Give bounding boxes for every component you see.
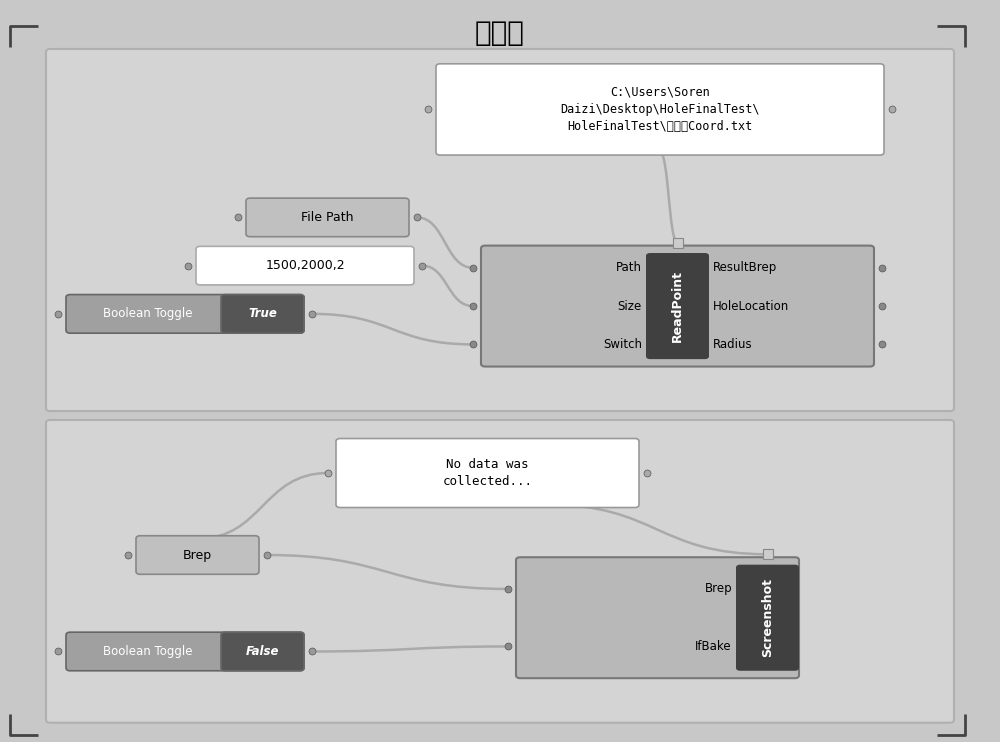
Text: ReadPoint: ReadPoint (671, 270, 684, 342)
FancyBboxPatch shape (436, 64, 884, 155)
Text: Switch: Switch (603, 338, 642, 351)
FancyBboxPatch shape (481, 246, 874, 367)
Text: Boolean Toggle: Boolean Toggle (103, 645, 192, 658)
Text: 连接图: 连接图 (475, 19, 525, 47)
FancyBboxPatch shape (736, 565, 799, 671)
Text: Radius: Radius (713, 338, 753, 351)
FancyBboxPatch shape (516, 557, 799, 678)
FancyBboxPatch shape (336, 439, 639, 508)
Text: IfBake: IfBake (695, 640, 732, 653)
FancyBboxPatch shape (646, 253, 709, 359)
Text: File Path: File Path (301, 211, 354, 224)
FancyBboxPatch shape (66, 295, 304, 333)
FancyBboxPatch shape (221, 632, 304, 671)
Text: Screenshot: Screenshot (761, 578, 774, 657)
Text: ResultBrep: ResultBrep (713, 261, 777, 275)
Text: C:\Users\Soren
Daizi\Desktop\HoleFinalTest\
HoleFinalTest\广州塔Coord.txt: C:\Users\Soren Daizi\Desktop\HoleFinalTe… (560, 86, 760, 133)
FancyBboxPatch shape (66, 632, 304, 671)
Text: Brep: Brep (704, 582, 732, 596)
Text: 1500,2000,2: 1500,2000,2 (265, 259, 345, 272)
FancyBboxPatch shape (46, 420, 954, 723)
Text: True: True (248, 307, 277, 321)
Text: Boolean Toggle: Boolean Toggle (103, 307, 192, 321)
FancyBboxPatch shape (246, 198, 409, 237)
FancyBboxPatch shape (196, 246, 414, 285)
Text: No data was
collected...: No data was collected... (443, 458, 532, 488)
Text: HoleLocation: HoleLocation (713, 300, 789, 312)
Text: False: False (246, 645, 279, 658)
FancyBboxPatch shape (221, 295, 304, 333)
FancyBboxPatch shape (136, 536, 259, 574)
Text: Brep: Brep (183, 548, 212, 562)
FancyBboxPatch shape (46, 49, 954, 411)
Text: Size: Size (618, 300, 642, 312)
Text: Path: Path (616, 261, 642, 275)
